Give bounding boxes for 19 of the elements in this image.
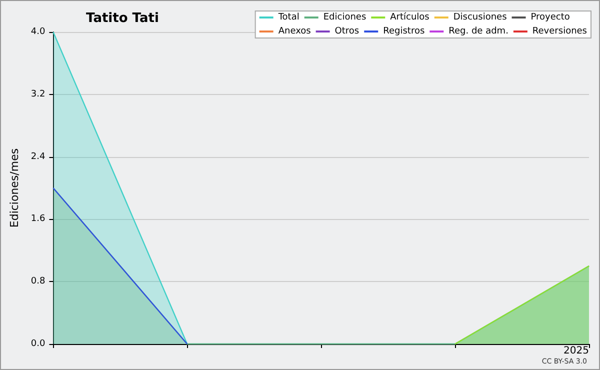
y-axis-title: Ediciones/mes xyxy=(8,148,21,228)
y-tick-label: 3.2 xyxy=(30,89,46,100)
y-tick-label: 2.4 xyxy=(30,152,46,162)
legend-label: Otros xyxy=(334,26,360,36)
x-tick-label: 2025 xyxy=(564,346,589,356)
legend-label: Artículos xyxy=(390,12,430,22)
y-tick-label: 0.8 xyxy=(30,276,46,287)
legend-label: Total xyxy=(277,12,300,22)
legend-label: Reg. de adm. xyxy=(448,26,508,36)
chart-title: Tatito Tati xyxy=(86,11,159,26)
legend-label: Reversiones xyxy=(532,26,588,36)
y-tick-label: 4.0 xyxy=(30,27,46,37)
legend-label: Discusiones xyxy=(453,12,508,22)
legend-label: Ediciones xyxy=(323,12,366,22)
legend-label: Anexos xyxy=(278,26,312,36)
legend-label: Proyecto xyxy=(530,12,570,22)
legend-label: Registros xyxy=(383,26,425,36)
y-tick-label: 1.6 xyxy=(30,214,46,224)
y-tick-label: 0.0 xyxy=(30,339,46,349)
